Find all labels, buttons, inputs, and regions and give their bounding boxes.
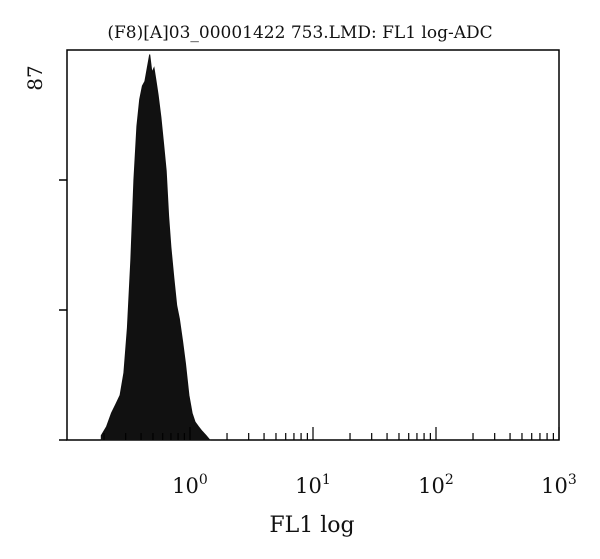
y-max-label: 87 [23, 65, 47, 90]
y-axis-ticks [59, 179, 67, 441]
x-axis-label: FL1 log [269, 513, 354, 538]
x-axis-tick-labels: 100 101 102 103 [172, 472, 577, 498]
histogram-area [100, 54, 211, 441]
x-axis-ticks [103, 427, 560, 440]
x-tick-label: 100 [172, 472, 208, 498]
chart-title: (F8)[A]03_00001422 753.LMD: FL1 log-ADC [107, 23, 492, 43]
x-tick-label: 101 [295, 472, 331, 498]
plot-area [66, 49, 560, 441]
x-tick-label: 103 [541, 472, 577, 498]
x-tick-label: 102 [418, 472, 454, 498]
